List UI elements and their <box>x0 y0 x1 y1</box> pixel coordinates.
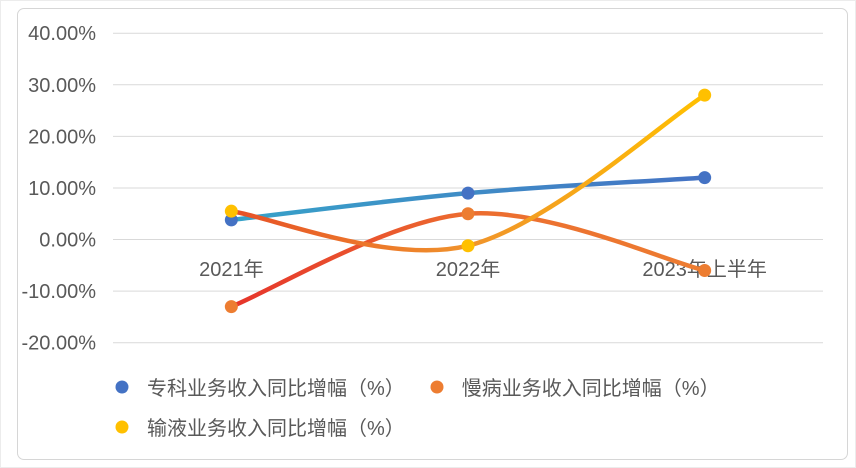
series-marker <box>461 239 475 253</box>
series-marker <box>698 88 712 102</box>
legend-label: 输液业务收入同比增幅（%） <box>147 418 405 440</box>
series-marker <box>224 204 238 218</box>
y-axis-labels: 40.00% 30.00% 20.00% 10.00% 0.00% -10.00% -20.… <box>22 23 97 355</box>
y-axis-label: 0.00% <box>39 230 96 252</box>
legend-marker-icon <box>414 380 459 393</box>
y-axis-label: -10.00% <box>22 281 97 303</box>
series-marker <box>461 207 475 221</box>
legend-item: 输液业务收入同比增幅（%） <box>100 412 405 441</box>
series-2 <box>224 88 712 253</box>
y-axis-label: 10.00% <box>28 178 96 200</box>
y-axis-label: -20.00% <box>22 333 97 355</box>
series-marker <box>224 300 238 314</box>
y-axis-label: 40.00% <box>28 23 96 45</box>
x-axis-label: 2021年 <box>199 258 264 281</box>
y-axis-label: 20.00% <box>28 126 96 148</box>
series-1 <box>224 207 712 314</box>
legend-item: 专科业务收入同比增幅（%） <box>100 372 405 401</box>
legend-label: 慢病业务收入同比增幅（%） <box>461 378 720 400</box>
chart-legend: 专科业务收入同比增幅（%） 慢病业务收入同比增幅（%） 输液业务收入同比增幅（%） <box>100 372 806 441</box>
y-axis-label: 30.00% <box>28 75 96 97</box>
series-line <box>229 92 707 253</box>
legend-marker-icon <box>100 420 144 433</box>
x-axis-label: 2022年 <box>436 258 501 281</box>
series-marker <box>698 171 712 185</box>
legend-marker-icon <box>100 380 144 393</box>
legend-item: 慢病业务收入同比增幅（%） <box>414 372 720 401</box>
series-marker <box>698 263 712 277</box>
legend-label: 专科业务收入同比增幅（%） <box>147 378 405 400</box>
series-marker <box>461 186 475 200</box>
